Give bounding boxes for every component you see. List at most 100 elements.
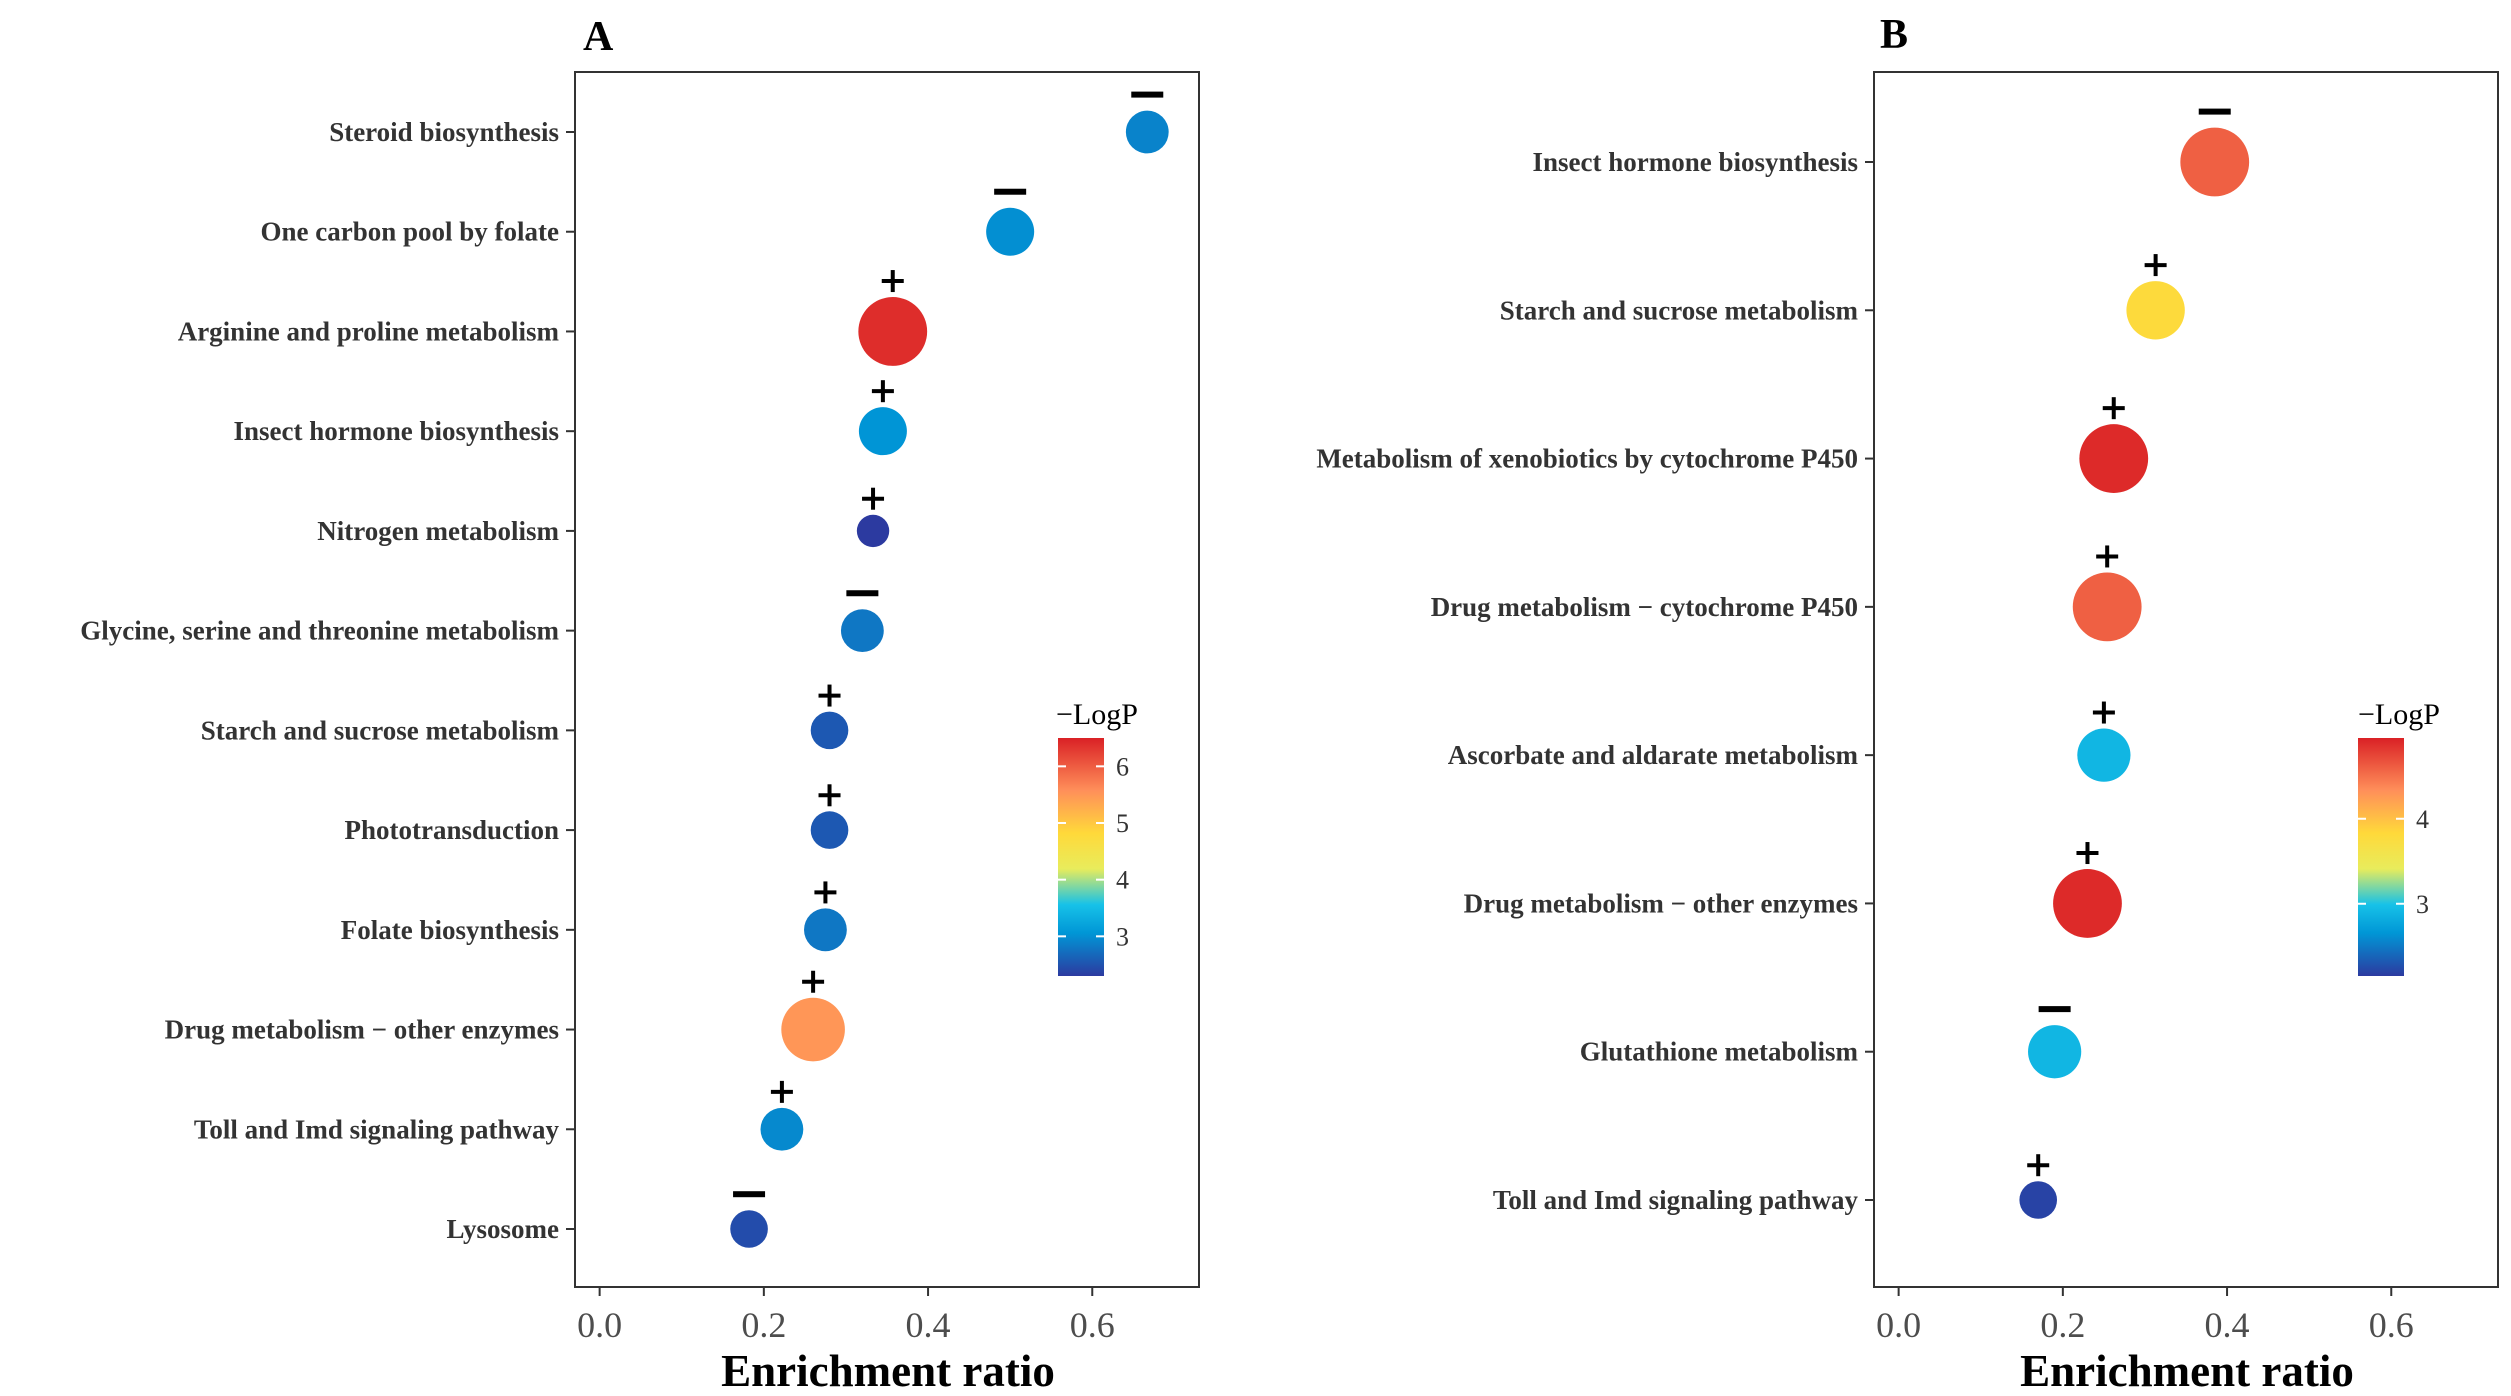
panel-b-colorbar-ticks: 34 [2358, 805, 2429, 919]
panel-a-plot-area [574, 71, 1200, 1288]
panel-a-x-tick-label: 0.2 [741, 1305, 786, 1345]
panel-b-y-label-drug-metabolism-cytochrome-p450: Drug metabolism − cytochrome P450 [1431, 592, 1858, 622]
panel-b-title: B [1880, 12, 1908, 58]
panel-a-colorbar [1058, 738, 1104, 976]
panel-b-y-label-glutathione-metabolism: Glutathione metabolism [1580, 1037, 1859, 1067]
panel-b-x-tick-labels: 0.0 0.2 0.4 0.6 [1876, 1305, 2414, 1345]
panel-b-y-label-metabolism-of-xenobiotics-by-cytochrome-p450: Metabolism of xenobiotics by cytochrome … [1316, 444, 1858, 474]
panel-a-y-labels: Steroid biosynthesis One carbon pool by f… [80, 117, 559, 1244]
panel-a-plus-marker [770, 1080, 793, 1103]
panel-a-points [730, 110, 1169, 1248]
panel-a-legend-title: −LogP [1056, 698, 1138, 731]
panel-a-plus-marker [862, 487, 885, 510]
panel-a-x-ticks [598, 1287, 1094, 1296]
panel-b-y-ticks [1865, 161, 1874, 1201]
panel-a-y-label-steroid-biosynthesis: Steroid biosynthesis [329, 117, 559, 147]
panel-b-point-ascorbate-and-aldarate-metabolism [2077, 728, 2131, 782]
panel-a-point-toll-and-imd-signaling-pathway [760, 1107, 804, 1151]
panel-b-point-toll-and-imd-signaling-pathway [2019, 1181, 2058, 1219]
panel-a-x-tick-label: 0.4 [906, 1305, 951, 1345]
panel-a-plus-marker [818, 684, 841, 707]
panel-b-x-tick-label: 0.0 [1876, 1305, 1921, 1345]
panel-a-x-axis-label: Enrichment ratio [721, 1346, 1055, 1396]
panel-b-y-label-ascorbate-and-aldarate-metabolism: Ascorbate and aldarate metabolism [1448, 740, 1859, 770]
panel-b-colorbar-legend: −LogP 34 [2358, 698, 2440, 976]
panel-b-plus-marker [2096, 545, 2119, 568]
panel-b-point-glutathione-metabolism [2028, 1025, 2082, 1079]
panel-a-minus-marker [733, 1191, 766, 1198]
panel-a-point-steroid-biosynthesis [1125, 110, 1169, 154]
panel-a-plus-marker [818, 784, 841, 807]
panel-b-y-label-drug-metabolism-other-enzymes: Drug metabolism − other enzymes [1464, 888, 1858, 918]
panel-b-colorbar-tick-label: 4 [2416, 805, 2429, 834]
panel-b-y-labels: Insect hormone biosynthesis Starch and su… [1316, 147, 1858, 1215]
panel-b-points [2019, 127, 2250, 1219]
panel-a-sign-markers [733, 91, 1164, 1198]
panel-a-y-label-insect-hormone-biosynthesis: Insect hormone biosynthesis [233, 416, 559, 446]
panel-b-minus-marker [2038, 1006, 2071, 1013]
panel-b-y-label-toll-and-imd-signaling-pathway: Toll and Imd signaling pathway [1493, 1185, 1859, 1215]
panel-a-y-label-nitrogen-metabolism: Nitrogen metabolism [317, 516, 559, 546]
panel-a-minus-marker [1131, 91, 1164, 98]
panel-a-minus-marker [846, 590, 879, 597]
panel-a-y-label-glycine-serine-and-threonine-metabolism: Glycine, serine and threonine metabolism [80, 616, 559, 646]
panel-a-point-nitrogen-metabolism [856, 514, 890, 548]
panel-a-plus-marker [871, 380, 894, 403]
panel-a-point-phototransduction [810, 811, 849, 849]
panel-b-x-tick-label: 0.2 [2040, 1305, 2085, 1345]
panel-a-plus-marker [881, 270, 904, 293]
panel-a-x-tick-label: 0.6 [1070, 1305, 1115, 1345]
panel-a-y-label-arginine-and-proline-metabolism: Arginine and proline metabolism [178, 316, 560, 346]
panel-b-plus-marker [2144, 254, 2167, 277]
panel-b-point-starch-and-sucrose-metabolism [2126, 281, 2185, 340]
panel-b-sign-markers [2027, 108, 2231, 1177]
panel-b-plus-marker [2102, 397, 2125, 420]
panel-a-y-label-lysosome: Lysosome [446, 1214, 559, 1244]
panel-b-x-ticks [1897, 1287, 2393, 1296]
panel-a-y-label-toll-and-imd-signaling-pathway: Toll and Imd signaling pathway [194, 1114, 560, 1144]
panel-b: B Insect hormone biosynthesis Starch and … [1316, 12, 2499, 1396]
panel-a: A Steroid biosynthesis One carbon pool by… [80, 14, 1200, 1396]
panel-a-point-glycine-serine-and-threonine-metabolism [840, 609, 884, 653]
panel-a-point-one-carbon-pool-by-folate [986, 207, 1035, 256]
panel-a-plus-marker [802, 970, 825, 993]
panel-b-legend-title: −LogP [2358, 698, 2440, 731]
panel-a-point-drug-metabolism-other-enzymes [781, 997, 845, 1062]
panel-b-y-label-insect-hormone-biosynthesis: Insect hormone biosynthesis [1532, 147, 1858, 177]
panel-a-y-label-one-carbon-pool-by-folate: One carbon pool by folate [260, 217, 559, 247]
panel-b-colorbar-tick-label: 3 [2416, 890, 2429, 919]
panel-b-point-drug-metabolism-cytochrome-p450 [2072, 572, 2142, 642]
panel-a-y-label-drug-metabolism-other-enzymes: Drug metabolism − other enzymes [165, 1015, 559, 1045]
panel-a-y-label-phototransduction: Phototransduction [344, 815, 559, 845]
panel-a-y-label-starch-and-sucrose-metabolism: Starch and sucrose metabolism [201, 715, 560, 745]
panel-a-x-tick-labels: 0.0 0.2 0.4 0.6 [577, 1305, 1115, 1345]
panel-a-point-starch-and-sucrose-metabolism [810, 711, 849, 750]
panel-b-x-axis-label: Enrichment ratio [2020, 1346, 2354, 1396]
panel-a-point-lysosome [730, 1210, 768, 1248]
panel-b-y-label-starch-and-sucrose-metabolism: Starch and sucrose metabolism [1500, 295, 1859, 325]
panel-a-colorbar-tick-label: 6 [1116, 752, 1129, 781]
panel-b-minus-marker [2198, 108, 2231, 115]
panel-a-y-label-folate-biosynthesis: Folate biosynthesis [341, 915, 559, 945]
panel-a-plus-marker [814, 881, 837, 904]
panel-a-colorbar-tick-label: 4 [1116, 866, 1129, 895]
panel-a-colorbar-ticks: 3 4 5 6 [1058, 752, 1129, 951]
panel-a-point-arginine-and-proline-metabolism [858, 297, 928, 366]
panel-b-x-tick-label: 0.4 [2205, 1305, 2250, 1345]
panel-a-x-tick-label: 0.0 [577, 1305, 622, 1345]
panel-a-minus-marker [994, 188, 1027, 195]
panel-b-plot-area [1873, 71, 2499, 1288]
panel-b-plus-marker [2027, 1154, 2050, 1177]
panel-b-x-tick-label: 0.6 [2369, 1305, 2414, 1345]
panel-b-plus-marker [2076, 842, 2099, 865]
panel-a-point-folate-biosynthesis [804, 908, 847, 952]
panel-b-point-insect-hormone-biosynthesis [2180, 127, 2250, 197]
panel-b-colorbar [2358, 738, 2404, 976]
panel-a-colorbar-tick-label: 3 [1116, 922, 1129, 951]
panel-a-y-ticks [566, 131, 575, 1230]
panel-a-title: A [583, 14, 614, 60]
panel-a-colorbar-legend: −LogP 3 4 5 6 [1056, 698, 1138, 976]
panel-a-point-insect-hormone-biosynthesis [858, 407, 907, 456]
panel-b-plus-marker [2092, 701, 2115, 724]
